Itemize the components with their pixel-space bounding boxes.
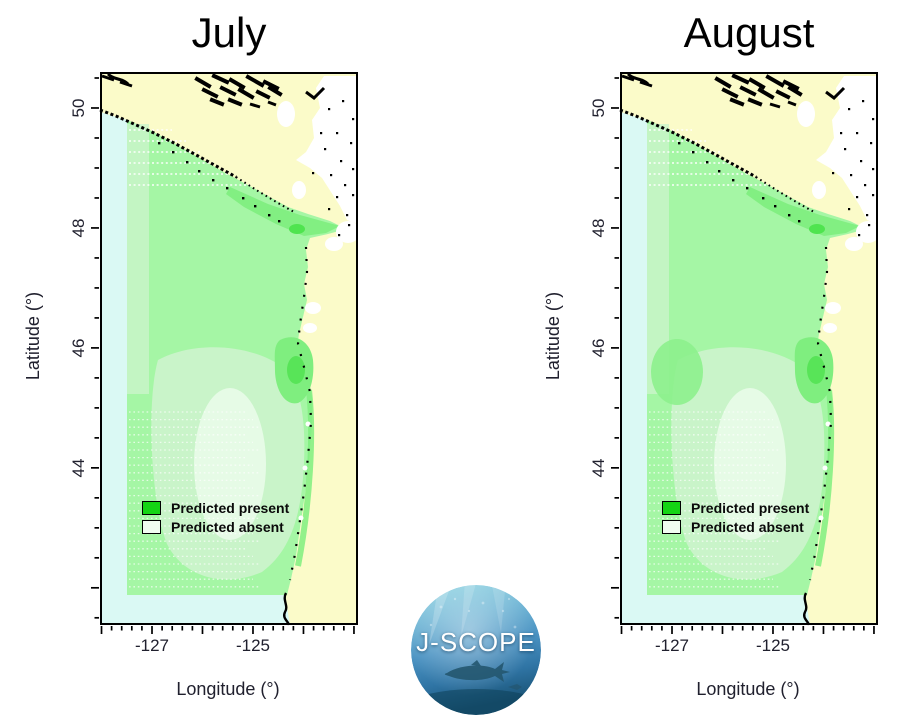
legend-label-present: Predicted present	[691, 499, 810, 516]
jscope-logo-text: J-SCOPE	[416, 627, 536, 657]
legend-label-present: Predicted present	[171, 499, 290, 516]
fish-icon	[444, 660, 522, 690]
y-tick-label-44: 44	[69, 458, 88, 478]
legend-swatch-present	[662, 500, 681, 515]
y-tick-label-46: 46	[69, 338, 88, 358]
y-tick-label-50: 50	[589, 98, 608, 118]
jscope-logo: J-SCOPE	[411, 585, 541, 715]
legend-row-present: Predicted present	[142, 498, 289, 517]
y-tick-label-48: 48	[69, 218, 88, 238]
panel-title-july: July	[191, 9, 267, 56]
x-tick-label-127: -127	[134, 636, 170, 655]
legend-row-absent: Predicted absent	[142, 517, 289, 536]
light-rays-icon	[429, 585, 506, 645]
x-axis-label: Longitude (°)	[176, 679, 280, 699]
map-july	[91, 72, 358, 634]
legend-swatch-present	[142, 500, 161, 515]
y-tick-label-50: 50	[69, 98, 88, 118]
y-tick-label-44: 44	[589, 458, 608, 478]
legend-label-absent: Predicted absent	[691, 518, 804, 535]
bubbles-icon	[429, 597, 517, 629]
y-axis-label: Latitude (°)	[23, 291, 43, 381]
map-legend: Predicted present Predicted absent	[662, 498, 809, 536]
panel-july: July 50 48 46 44 -127 -125 Latitude (°) …	[23, 9, 460, 699]
map-legend: Predicted present Predicted absent	[142, 498, 289, 536]
x-axis-label: Longitude (°)	[696, 679, 800, 699]
legend-row-absent: Predicted absent	[662, 517, 809, 536]
y-tick-label-48: 48	[589, 218, 608, 238]
y-axis-label: Latitude (°)	[543, 291, 563, 381]
map-august	[611, 72, 878, 634]
panel-august: August 50 48 46 44 -127 -125 Latitude (°…	[520, 0, 906, 726]
legend-swatch-absent	[142, 519, 161, 534]
panel-title-august: August	[683, 9, 815, 56]
x-tick-label-125: -125	[755, 636, 791, 655]
legend-label-absent: Predicted absent	[171, 518, 284, 535]
legend-row-present: Predicted present	[662, 498, 809, 517]
y-tick-label-46: 46	[589, 338, 608, 358]
x-tick-label-127: -127	[654, 636, 690, 655]
august-extra-patch	[651, 339, 703, 405]
x-tick-label-125: -125	[235, 636, 271, 655]
legend-swatch-absent	[662, 519, 681, 534]
